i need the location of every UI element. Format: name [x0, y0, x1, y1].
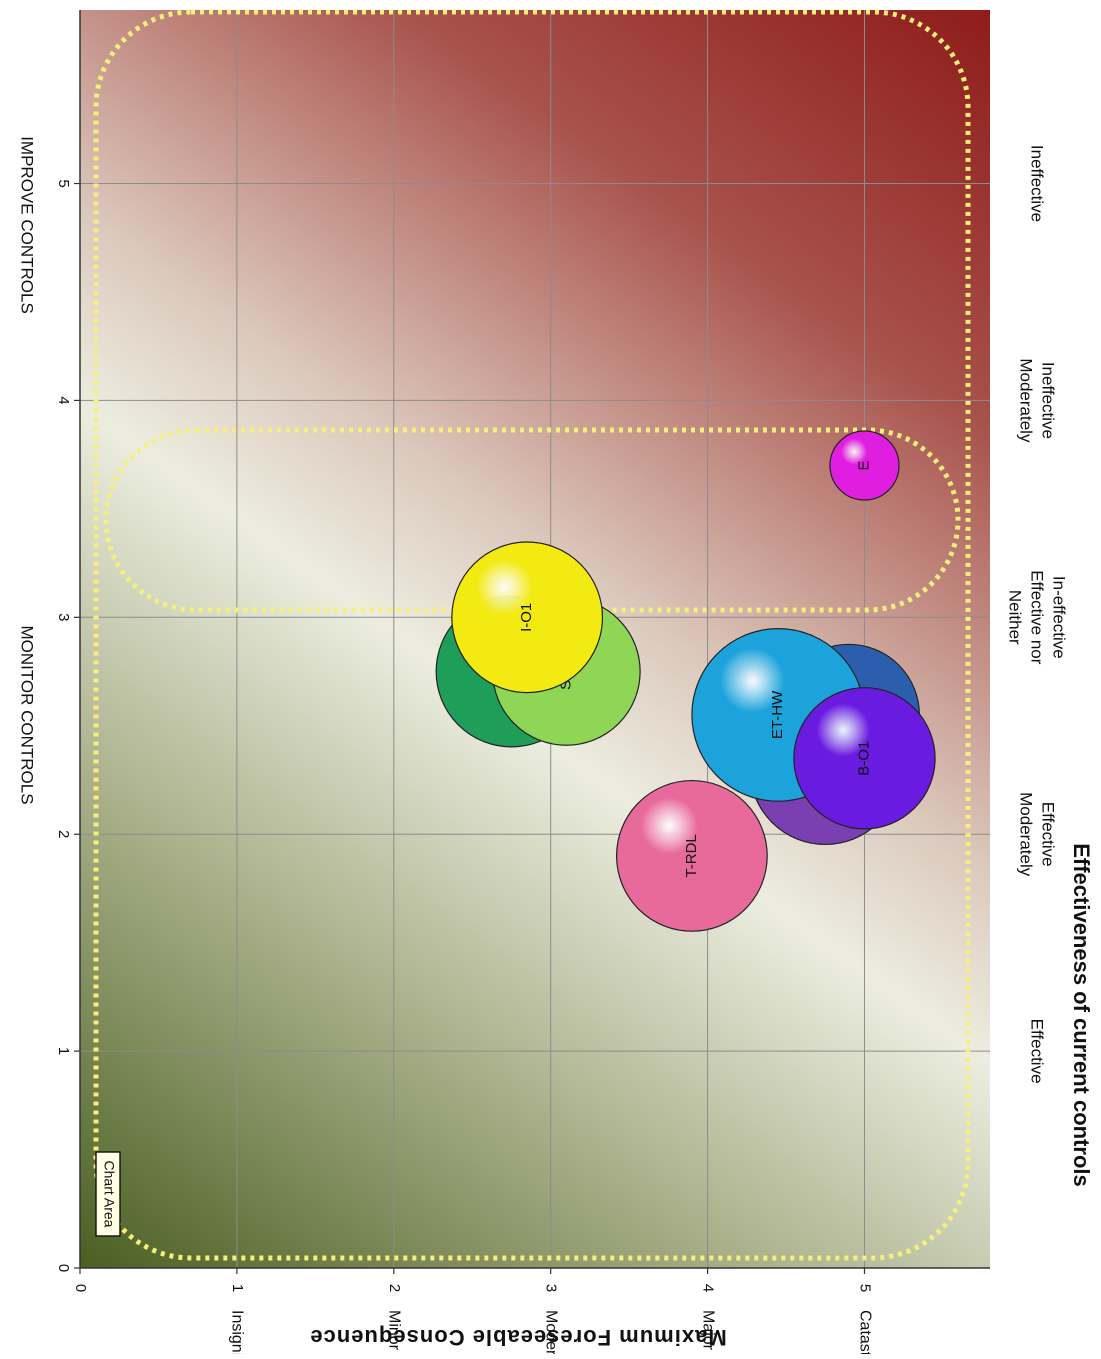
y-tick-label: 4 — [700, 1284, 717, 1292]
x-tick-label: 0 — [55, 1264, 72, 1272]
y-tick-label: 1 — [229, 1284, 246, 1292]
y-tick-label: 3 — [543, 1284, 560, 1292]
bubble-label: E — [855, 460, 872, 470]
y-tick-label: 2 — [386, 1284, 403, 1292]
bubble-label: I-O1 — [518, 603, 535, 632]
x-category-label: Effective — [1039, 802, 1058, 867]
x-category-label: Neither — [1006, 590, 1025, 645]
axes — [74, 10, 990, 1274]
bubble-circle — [451, 541, 604, 694]
bubble-circle — [615, 779, 768, 932]
x-category-label: In-effective — [1050, 576, 1069, 659]
y-category-label: Major — [699, 1310, 716, 1351]
x-category-label: Effective nor — [1028, 570, 1047, 665]
x-category-label: Ineffective — [1028, 145, 1047, 222]
bubble-label: ET-HW — [769, 690, 786, 739]
bubble-label: B-O1 — [855, 741, 872, 776]
labels: 0 1 2 3 4 5 0 1 2 3 4 5 MONITOR CONTROLS IMPROVE CONT… — [18, 136, 1095, 1359]
bubble-b-o1: B-O1 — [793, 687, 936, 830]
x-tick-label: 2 — [55, 830, 72, 838]
bubble-t-rdl: T-RDL — [615, 779, 768, 932]
y-tick-label: 5 — [857, 1284, 874, 1292]
bubble-circle — [829, 430, 900, 501]
bubble-e: E — [829, 430, 900, 501]
chart-area-tooltip-text: Chart Area — [101, 1161, 117, 1228]
bubbles: BF-LM-02ET-HWB-O1T-RDLSTSO-EI-O1E — [435, 430, 936, 932]
y-category-label: Insignificant — [229, 1310, 246, 1354]
x-category-label: Moderately — [1017, 358, 1036, 443]
x-tick-label: 3 — [55, 613, 72, 621]
x-category-label: Moderately — [1017, 792, 1036, 877]
x-tick-label: 1 — [55, 1047, 72, 1055]
bubble-label: T-RDL — [683, 834, 700, 877]
region-label-monitor: MONITOR CONTROLS — [18, 625, 37, 804]
chart-area-tooltip: Chart Area — [95, 1151, 121, 1237]
y-axis-title: Maximum Foreseeable Consequence — [309, 1325, 726, 1350]
x-tick-label: 4 — [55, 396, 72, 404]
y-category-label: Minor — [386, 1310, 403, 1351]
bubble-i-o1: I-O1 — [451, 541, 604, 694]
region-label-improve: IMPROVE CONTROLS — [18, 136, 37, 314]
x-axis-title: Effectiveness of current controls — [1069, 843, 1094, 1187]
y-category-label: Moderate — [542, 1310, 559, 1354]
outer-region-outline — [93, 9, 971, 1261]
x-category-label: Effective — [1028, 1019, 1047, 1084]
x-tick-label: 5 — [55, 179, 72, 187]
bubble-circle — [793, 687, 936, 830]
x-category-label: Ineffective — [1039, 362, 1058, 439]
y-category-label: Catastrophic — [856, 1310, 873, 1354]
y-tick-label: 0 — [72, 1284, 89, 1292]
